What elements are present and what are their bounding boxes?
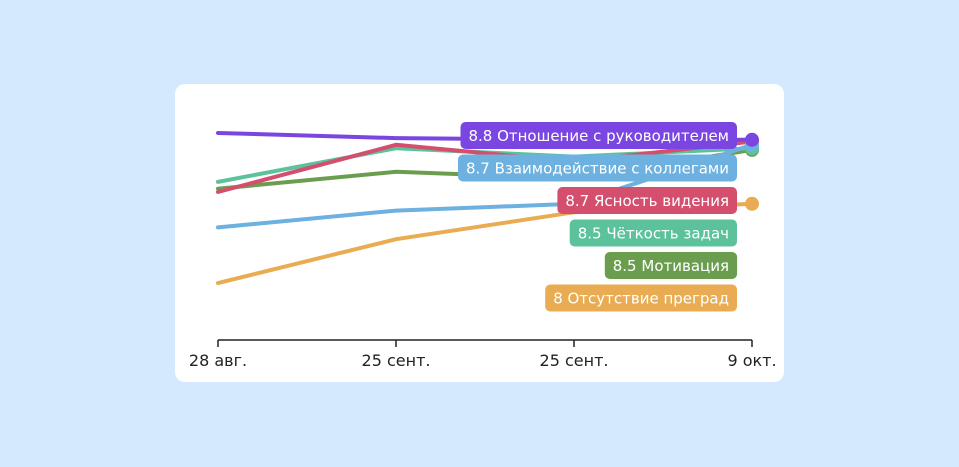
- series-end-points: [745, 132, 759, 211]
- series-label-6: 8 Отсутствие преград: [545, 284, 737, 312]
- x-tick-label: 25 сент.: [362, 351, 431, 370]
- series-label-4: 8.5 Чёткость задач: [569, 219, 737, 247]
- series-labels: 8.8 Отношение с руководителем 8.7 Взаимод…: [458, 122, 738, 312]
- series-end-dot-1: [745, 132, 759, 147]
- line-chart: 8.8 Отношение с руководителем 8.7 Взаимод…: [189, 122, 777, 370]
- series-label-text: 8.7 Ясность видения: [565, 192, 729, 210]
- series-label-box: [569, 219, 737, 247]
- series-label-box: [545, 284, 737, 312]
- series-label-box: [460, 122, 737, 149]
- series-label-box: [557, 187, 737, 214]
- series-label-1: 8.8 Отношение с руководителем: [460, 122, 737, 149]
- series-label-box: [458, 154, 737, 182]
- series-label-3: 8.7 Ясность видения: [557, 187, 737, 214]
- series-label-5: 8.5 Мотивация: [604, 252, 738, 279]
- series-label-2: 8.7 Взаимодействие с коллегами: [458, 154, 737, 182]
- series-label-text: 8.5 Мотивация: [613, 257, 729, 275]
- series-line-3: [216, 139, 754, 194]
- series-end-dot-6: [745, 196, 759, 211]
- x-axis: 28 авг. 25 сент. 25 сент. 9 окт.: [189, 339, 777, 370]
- chart-card: 8.8 Отношение с руководителем 8.7 Взаимод…: [175, 84, 784, 382]
- x-tick-label: 9 окт.: [727, 351, 776, 370]
- series-label-text: 8 Отсутствие преград: [553, 290, 729, 308]
- x-tick-label: 28 авг.: [189, 351, 247, 370]
- series-label-text: 8.5 Чёткость задач: [578, 225, 729, 243]
- x-tick-label: 25 сент.: [540, 351, 609, 370]
- series-label-text: 8.7 Взаимодействие с коллегами: [466, 160, 729, 178]
- series-label-box: [604, 252, 738, 279]
- series-label-text: 8.8 Отношение с руководителем: [468, 127, 729, 145]
